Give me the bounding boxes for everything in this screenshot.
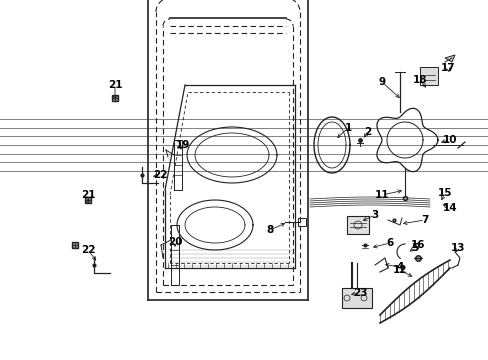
Text: 6: 6 <box>386 238 393 248</box>
Text: 10: 10 <box>442 135 456 145</box>
Text: 15: 15 <box>437 188 451 198</box>
Text: 11: 11 <box>374 190 388 200</box>
Text: 13: 13 <box>450 243 464 253</box>
Bar <box>297 218 305 226</box>
Text: 20: 20 <box>167 237 182 247</box>
Text: 21: 21 <box>81 190 95 200</box>
Text: 7: 7 <box>421 215 428 225</box>
Bar <box>346 216 368 234</box>
Text: 5: 5 <box>410 243 418 253</box>
Text: 12: 12 <box>392 265 407 275</box>
Text: 22: 22 <box>81 245 95 255</box>
Bar <box>341 288 371 308</box>
Text: 9: 9 <box>378 77 385 87</box>
Text: 17: 17 <box>440 63 454 73</box>
Text: 22: 22 <box>152 170 167 180</box>
Text: 14: 14 <box>442 203 456 213</box>
Text: 1: 1 <box>344 123 351 133</box>
Text: 4: 4 <box>395 262 403 272</box>
Text: 2: 2 <box>364 127 371 137</box>
Bar <box>419 67 437 85</box>
Text: 16: 16 <box>410 240 425 250</box>
Text: 18: 18 <box>412 75 427 85</box>
Polygon shape <box>444 55 454 62</box>
Text: 21: 21 <box>107 80 122 90</box>
Text: 3: 3 <box>370 210 378 220</box>
Text: 19: 19 <box>176 140 190 150</box>
Text: 8: 8 <box>266 225 273 235</box>
Text: 23: 23 <box>352 288 366 298</box>
